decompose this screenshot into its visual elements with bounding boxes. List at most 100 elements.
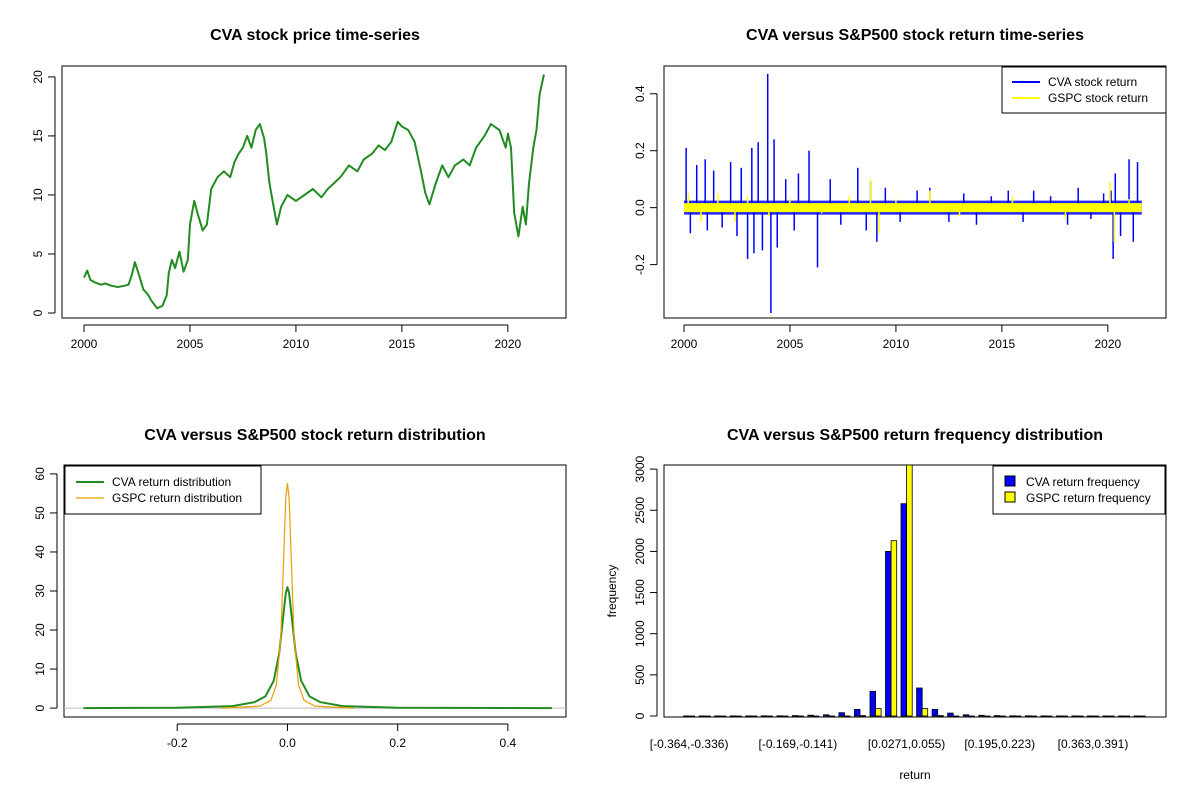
axes: 2000 2005 2010 2015 2020 -0.2 0.0 0.2 0.4 bbox=[633, 85, 1122, 351]
cva-frequency-bar bbox=[823, 714, 830, 717]
y-tick-label: 0 bbox=[633, 712, 647, 719]
panel-frequency: CVA versus S&P500 return frequency distr… bbox=[605, 427, 1167, 782]
gspc-frequency-bar bbox=[766, 715, 773, 717]
axes: 0 500 1000 1500 2000 2500 3000 [-0.364,-0.336) [… bbox=[633, 455, 1128, 751]
gspc-frequency-bar bbox=[1014, 715, 1022, 717]
gspc-frequency-bar bbox=[813, 715, 820, 717]
cva-frequency-bar bbox=[869, 690, 876, 717]
axes: 2000 2005 2010 2015 2020 0 5 10 15 20 bbox=[31, 70, 522, 351]
cva-frequency-bar bbox=[838, 712, 845, 717]
y-tick-label: 3000 bbox=[633, 455, 647, 482]
gspc-frequency-bar bbox=[968, 715, 975, 717]
cva-frequency-bar bbox=[776, 715, 783, 717]
y-tick-label: 30 bbox=[33, 584, 47, 598]
gspc-frequency-bar bbox=[1092, 715, 1099, 717]
panel-return-timeseries: CVA versus S&P500 stock return time-seri… bbox=[633, 27, 1167, 351]
legend-label-cva: CVA stock return bbox=[1048, 75, 1137, 89]
gspc-frequency-bar bbox=[844, 715, 851, 717]
gspc-frequency-bar bbox=[906, 464, 913, 717]
legend-box bbox=[1001, 66, 1167, 114]
y-tick-label: 0 bbox=[33, 704, 47, 711]
cva-frequency-bar bbox=[760, 715, 768, 717]
gspc-frequency-bar bbox=[781, 715, 789, 717]
chart-title: CVA versus S&P500 stock return distribut… bbox=[144, 427, 485, 444]
cva-frequency-bar bbox=[729, 715, 737, 717]
legend-box bbox=[64, 465, 262, 515]
legend: CVA return distribution GSPC return dist… bbox=[64, 465, 262, 515]
price-line bbox=[83, 74, 545, 310]
y-tick-label: 20 bbox=[33, 623, 47, 637]
series-marks bbox=[684, 73, 1142, 313]
x-tick-label: 2020 bbox=[495, 337, 522, 351]
x-tick-label: 2015 bbox=[989, 337, 1016, 351]
gspc-frequency-bar bbox=[921, 708, 929, 717]
gspc-frequency-bar bbox=[875, 708, 882, 717]
x-tick-label: 0.4 bbox=[500, 736, 517, 750]
plot-frame bbox=[663, 464, 1167, 718]
legend-label-gspc: GSPC return distribution bbox=[112, 491, 242, 505]
gspc-frequency-bar bbox=[890, 540, 898, 717]
y-tick-label: 0 bbox=[31, 309, 45, 316]
x-tick-label: -0.2 bbox=[167, 736, 188, 750]
gspc-frequency-bar bbox=[688, 715, 696, 717]
y-tick-label: 10 bbox=[31, 188, 45, 202]
cva-frequency-bar bbox=[931, 709, 939, 717]
x-tick-label: 2010 bbox=[283, 337, 310, 351]
gspc-frequency-bar bbox=[859, 715, 866, 717]
legend-label-cva: CVA return distribution bbox=[112, 475, 231, 489]
legend-label-cva: CVA return frequency bbox=[1026, 475, 1140, 489]
y-tick-label: 50 bbox=[33, 506, 47, 520]
cva-frequency-bar bbox=[1133, 715, 1140, 717]
cva-frequency-bar bbox=[916, 687, 923, 717]
chart-title: CVA versus S&P500 return frequency distr… bbox=[727, 427, 1103, 444]
gspc-frequency-bar bbox=[983, 715, 991, 717]
x-tick-label: 2005 bbox=[177, 337, 204, 351]
gspc-frequency-bar bbox=[1123, 715, 1131, 717]
cva-frequency-bar bbox=[854, 709, 861, 717]
y-tick-label: 20 bbox=[31, 70, 45, 84]
cva-frequency-bar bbox=[714, 715, 721, 717]
panel-price: CVA stock price time-series 2000 2005 2010… bbox=[31, 27, 567, 351]
panel-return-distribution: CVA versus S&P500 stock return distribut… bbox=[33, 427, 567, 750]
cva-frequency-bar bbox=[745, 715, 752, 717]
x-tick-label: 2015 bbox=[389, 337, 416, 351]
cva-frequency-bar bbox=[683, 715, 690, 717]
y-tick-label: 5 bbox=[31, 250, 45, 257]
gspc-frequency-bar bbox=[704, 715, 711, 717]
y-tick-label: -0.2 bbox=[633, 254, 647, 275]
x-tick-label: [-0.364,-0.336) bbox=[650, 737, 729, 751]
x-axis-label: return bbox=[899, 768, 930, 782]
gspc-frequency-bar bbox=[1077, 715, 1084, 717]
legend-label-gspc: GSPC return frequency bbox=[1026, 491, 1151, 505]
gspc-frequency-bar bbox=[1139, 715, 1146, 717]
cva-frequency-bar bbox=[900, 503, 907, 717]
cva-density-line bbox=[83, 586, 553, 710]
x-tick-label: [0.0271,0.055) bbox=[868, 737, 945, 751]
y-tick-label: 2500 bbox=[633, 497, 647, 524]
x-tick-label: 2010 bbox=[883, 337, 910, 351]
legend: CVA return frequency GSPC return frequen… bbox=[992, 465, 1166, 515]
y-tick-label: 1500 bbox=[633, 579, 647, 606]
y-tick-label: 2000 bbox=[633, 538, 647, 565]
y-tick-label: 0.2 bbox=[633, 142, 647, 159]
chart-title: CVA stock price time-series bbox=[210, 27, 420, 44]
cva-frequency-bar bbox=[962, 714, 970, 717]
cva-frequency-bar bbox=[978, 714, 985, 717]
plot-frame bbox=[663, 65, 1167, 319]
gspc-frequency-bar bbox=[1030, 715, 1037, 717]
y-tick-label: 0.0 bbox=[633, 199, 647, 216]
gspc-frequency-bar bbox=[828, 715, 835, 717]
cva-frequency-bar bbox=[1040, 715, 1047, 717]
series-marks bbox=[683, 464, 1146, 717]
y-tick-label: 15 bbox=[31, 129, 45, 143]
gspc-frequency-bar bbox=[797, 715, 804, 717]
x-tick-label: [0.195,0.223) bbox=[964, 737, 1035, 751]
cva-frequency-bar bbox=[1118, 715, 1125, 717]
y-tick-label: 10 bbox=[33, 662, 47, 676]
plot-frame bbox=[63, 464, 567, 718]
legend-box bbox=[992, 465, 1166, 515]
x-tick-label: 2020 bbox=[1095, 337, 1122, 351]
cva-frequency-bar bbox=[1024, 715, 1032, 717]
y-tick-label: 0.4 bbox=[633, 85, 647, 102]
